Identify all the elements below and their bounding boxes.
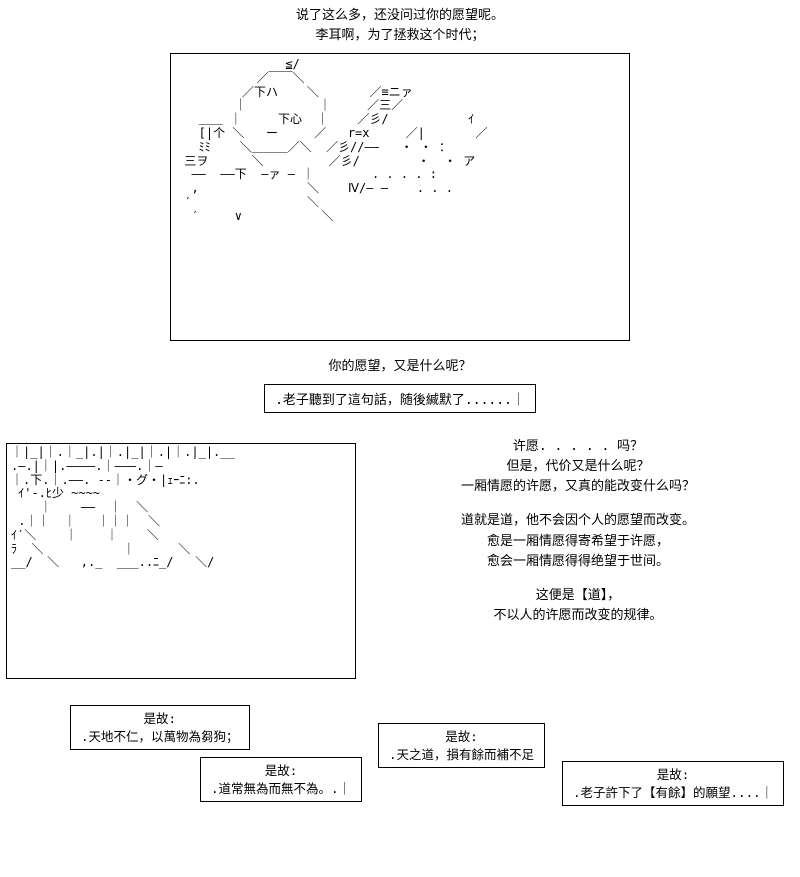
right-p1-l3: 一厢情愿的许愿，又真的能改变什么吗？ [461,479,695,494]
right-p2-l3: 愈会一厢情愿得得绝望于世间。 [487,554,669,569]
quote-box-4: 是故: .老子許下了【有餘】的願望....｜ [562,761,784,806]
right-p3-l2: 不以人的许愿而改变的规律。 [493,608,662,623]
right-p1-l2: 但是，代价又是什么呢？ [506,459,649,474]
ascii-art-panel-1: ≦/ ／￣￣＼ ／下ハ ＼ ／≡ニァ ｜ ｜ ／三／ ＿＿ ｜ 下心 ｜ ／彡/… [170,53,630,341]
intro-line-1: 说了这么多，还没问过你的愿望呢。 [296,8,504,23]
right-p1-l1: 许愿. . . . . 吗？ [513,439,643,454]
mid-question: 你的愿望，又是什么呢？ [0,355,800,374]
row-2: ｜|_|｜.｜_|.|｜.|_|｜.|｜.|_|.__ .—.|｜|.————.… [0,431,800,691]
intro-line-2: 李耳啊，为了拯救这个时代； [315,28,484,43]
narration-box: .老子聽到了這句話，随後緘默了......｜ [264,384,536,413]
right-p2-l2: 愈是一厢情愿得寄希望于许愿， [487,534,669,549]
quote-4-body: .老子許下了【有餘】的願望....｜ [573,785,773,800]
quote-area: 是故: .天地不仁，以萬物為芻狗； 是故: .道常無為而無不為。.｜ 是故: .… [0,705,800,815]
quote-4-head: 是故: [657,767,690,782]
quote-box-3: 是故: .天之道，損有餘而補不足 [378,723,545,768]
ascii-art-panel-2: ｜|_|｜.｜_|.|｜.|_|｜.|｜.|_|.__ .—.|｜|.————.… [6,443,356,679]
quote-2-head: 是故: [265,763,298,778]
right-p3-l1: 这便是【道】， [536,588,621,603]
quote-3-head: 是故: [445,729,478,744]
quote-3-body: .天之道，損有餘而補不足 [389,747,534,762]
intro-text: 说了这么多，还没问过你的愿望呢。 李耳啊，为了拯救这个时代； [0,6,800,45]
narration-wrap: .老子聽到了這句話，随後緘默了......｜ [0,384,800,413]
quote-2-body: .道常無為而無不為。.｜ [211,781,351,796]
quote-box-2: 是故: .道常無為而無不為。.｜ [200,757,362,802]
right-p2-l1: 道就是道，他不会因个人的愿望而改变。 [461,513,695,528]
quote-1-head: 是故: [144,711,177,726]
quote-1-body: .天地不仁，以萬物為芻狗； [81,729,239,744]
quote-box-1: 是故: .天地不仁，以萬物為芻狗； [70,705,250,750]
right-text-block: 许愿. . . . . 吗？ 但是，代价又是什么呢？ 一厢情愿的许愿，又真的能改… [356,431,800,640]
